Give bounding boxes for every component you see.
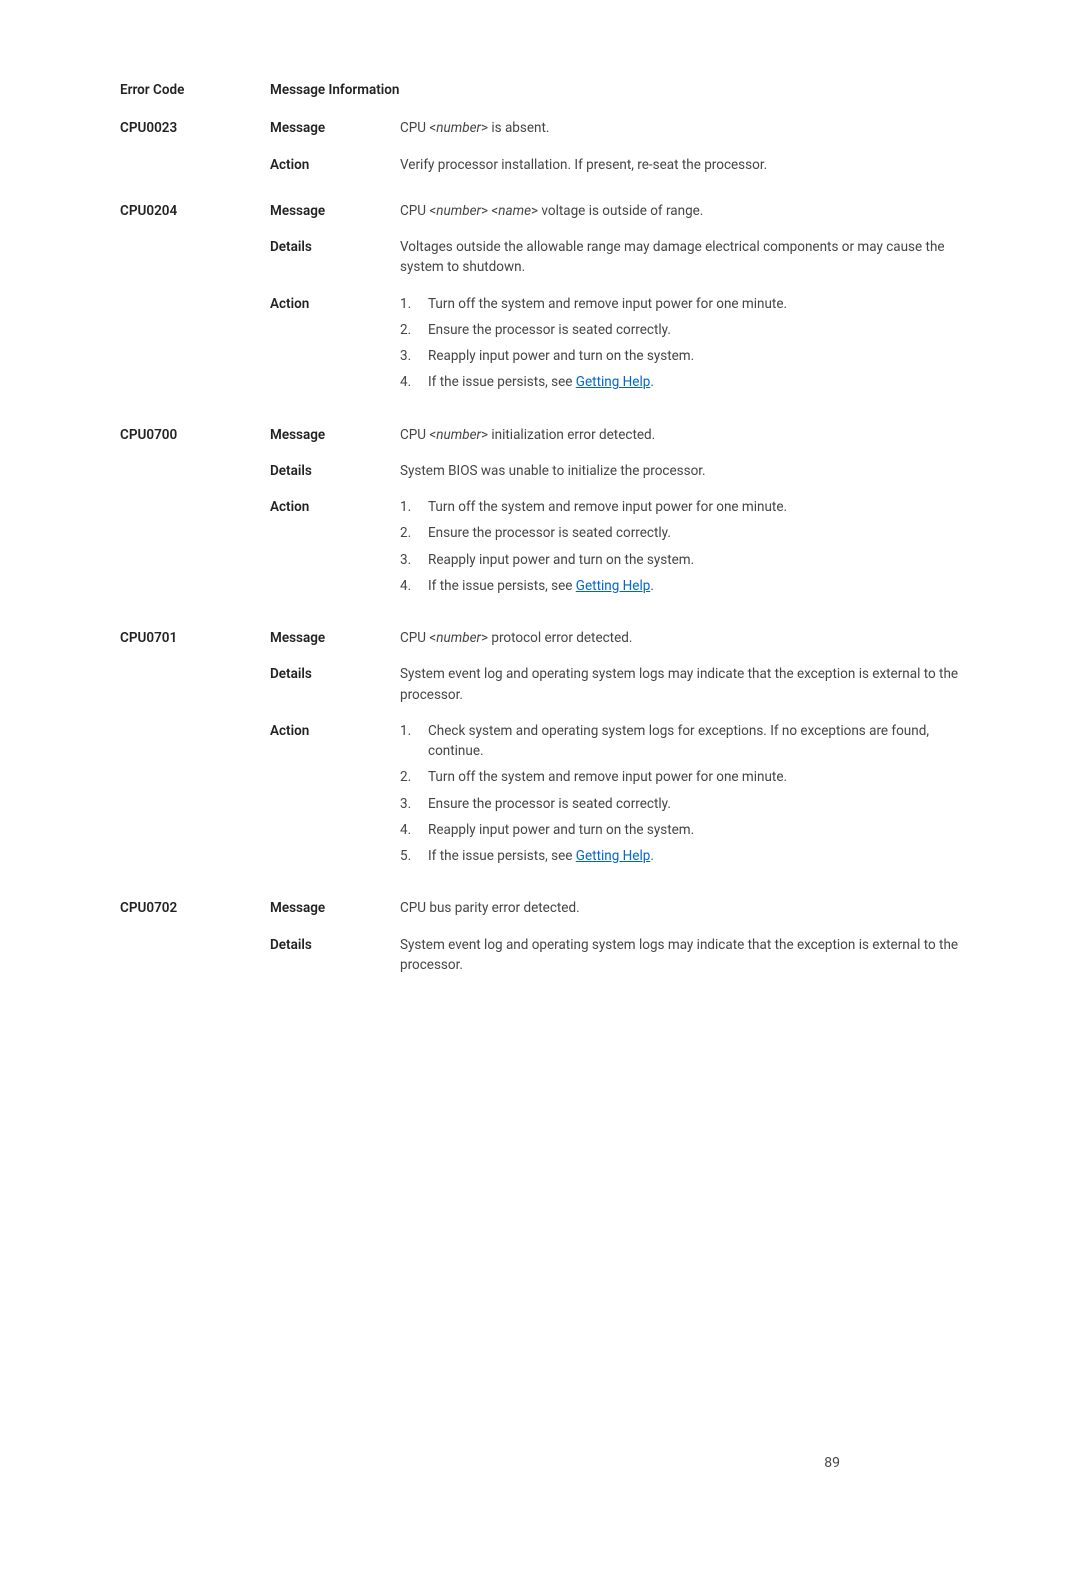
error-entry: CPU0702MessageCPU bus parity error detec… [120,898,960,975]
getting-help-link[interactable]: Getting Help [576,374,651,390]
error-code: CPU0701 [120,628,270,648]
action-steps-list: Turn off the system and remove input pow… [400,294,960,393]
details-label: Details [270,664,400,684]
action-step: Reapply input power and turn on the syst… [400,820,960,840]
action-step: If the issue persists, see Getting Help. [400,846,960,866]
action-label: Action [270,294,400,314]
action-content: Check system and operating system logs f… [400,721,960,873]
details-text: System event log and operating system lo… [400,664,960,705]
message-label: Message [270,118,400,138]
error-entry: CPU0701MessageCPU <number> protocol erro… [120,628,960,872]
message-text: CPU <number> initialization error detect… [400,425,960,445]
action-step: Ensure the processor is seated correctly… [400,320,960,340]
details-text: Voltages outside the allowable range may… [400,237,960,278]
action-step: Ensure the processor is seated correctly… [400,794,960,814]
details-text: System event log and operating system lo… [400,935,960,976]
action-content: Turn off the system and remove input pow… [400,497,960,602]
action-step: Ensure the processor is seated correctly… [400,523,960,543]
details-label: Details [270,237,400,257]
table-header: Error Code Message Information [120,80,960,100]
message-label: Message [270,201,400,221]
action-label: Action [270,497,400,517]
action-step: If the issue persists, see Getting Help. [400,372,960,392]
action-content: Turn off the system and remove input pow… [400,294,960,399]
action-label: Action [270,721,400,741]
details-label: Details [270,461,400,481]
message-text: CPU bus parity error detected. [400,898,960,918]
error-entry: CPU0023MessageCPU <number> is absent.Act… [120,118,960,175]
message-text: CPU <number> <name> voltage is outside o… [400,201,960,221]
header-error-code: Error Code [120,80,270,100]
error-code: CPU0700 [120,425,270,445]
action-step: Reapply input power and turn on the syst… [400,346,960,366]
message-label: Message [270,628,400,648]
action-step: Turn off the system and remove input pow… [400,497,960,517]
action-step: Turn off the system and remove input pow… [400,294,960,314]
error-code: CPU0204 [120,201,270,221]
error-code: CPU0702 [120,898,270,918]
action-step: Reapply input power and turn on the syst… [400,550,960,570]
action-content: Verify processor installation. If presen… [400,155,960,175]
action-steps-list: Turn off the system and remove input pow… [400,497,960,596]
message-text: CPU <number> protocol error detected. [400,628,960,648]
action-label: Action [270,155,400,175]
getting-help-link[interactable]: Getting Help [576,848,651,864]
details-text: System BIOS was unable to initialize the… [400,461,960,481]
action-step: Turn off the system and remove input pow… [400,767,960,787]
error-code: CPU0023 [120,118,270,138]
action-steps-list: Check system and operating system logs f… [400,721,960,867]
error-entry: CPU0204MessageCPU <number> <name> voltag… [120,201,960,399]
action-step: Check system and operating system logs f… [400,721,960,762]
header-message-info: Message Information [270,80,400,100]
message-label: Message [270,898,400,918]
error-entry: CPU0700MessageCPU <number> initializatio… [120,425,960,603]
message-label: Message [270,425,400,445]
page-number: 89 [824,1453,840,1474]
message-text: CPU <number> is absent. [400,118,960,138]
action-step: If the issue persists, see Getting Help. [400,576,960,596]
details-label: Details [270,935,400,955]
getting-help-link[interactable]: Getting Help [576,578,651,594]
